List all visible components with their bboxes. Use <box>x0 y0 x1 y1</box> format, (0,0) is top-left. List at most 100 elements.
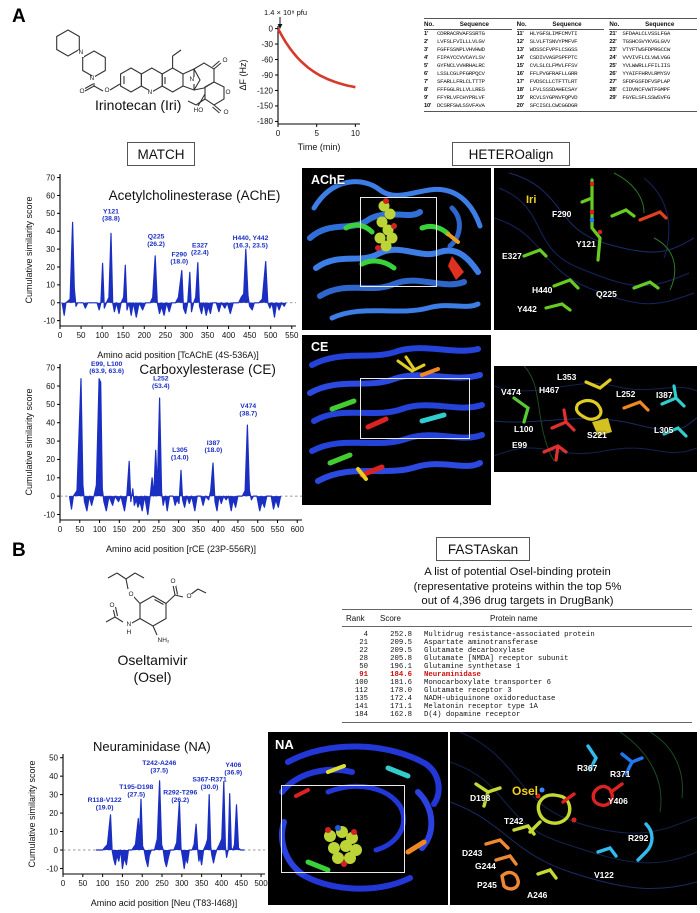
protein-list-title-line: out of 4,396 drug targets in DrugBank) <box>421 595 614 607</box>
svg-text:E99, L100: E99, L100 <box>91 361 123 368</box>
svg-text:L305: L305 <box>172 447 188 454</box>
protein-list-title-line: (representative proteins within the top … <box>413 580 622 593</box>
sequence-row: 17' FVDSCLLCTFTTLRT <box>517 78 605 86</box>
sequence-row: 20' SFCISCLCWCGGDGR <box>517 102 605 110</box>
overlay-label: F290 <box>552 209 572 219</box>
sequence-row: 4' FIPAYCCVVCAYLSV <box>424 54 512 62</box>
overlay-label: I387 <box>656 390 673 400</box>
svg-text:Neuraminidase (NA): Neuraminidase (NA) <box>93 739 211 754</box>
svg-text:T242-A246: T242-A246 <box>142 760 176 767</box>
table-row: 4 252.8 Multidrug resistance-associated pr… <box>342 631 692 639</box>
svg-text:-10: -10 <box>46 864 58 873</box>
atom-label: O <box>222 57 229 65</box>
overlay-label: Y121 <box>576 239 596 249</box>
svg-text:600: 600 <box>291 525 305 534</box>
sequence-number: 19' <box>516 94 524 101</box>
drug-target-table-body: 4 252.8 Multidrug resistance-associated pr… <box>342 628 692 721</box>
sequence-row: 1' CDRRACRVAFSSRTG <box>424 30 512 38</box>
ce-binding-site-image: V474 L353 H467 L252 I387 L100 S221 L305 E99 <box>494 366 697 472</box>
table-row-highlighted: 91 184.6 Neuraminidase <box>342 671 692 679</box>
sequence-value: CIDVNCFVWTFGMPF <box>622 85 671 93</box>
score-cell: 162.8 <box>390 710 412 719</box>
svg-text:10: 10 <box>46 281 55 290</box>
sequence-value: FIPAYCCVVCAYLSV <box>437 53 485 61</box>
protein-name-cell: Multidrug resistance-associated protein <box>424 630 595 639</box>
svg-text:60: 60 <box>46 191 55 200</box>
svg-text:0: 0 <box>54 846 59 855</box>
svg-text:R118-V122: R118-V122 <box>88 797 122 804</box>
overlay-label: L100 <box>514 424 534 434</box>
sequence-number: 1' <box>424 30 429 37</box>
svg-text:0: 0 <box>58 331 63 340</box>
svg-text:200: 200 <box>136 879 150 888</box>
svg-text:100: 100 <box>96 879 110 888</box>
irinotecan-structure: N N O O N N O O O HO <box>38 14 243 146</box>
table-row: 141 171.1 Melatonin receptor type 1A <box>342 703 692 711</box>
sequence-number: 27' <box>609 78 617 85</box>
overlay-label: Q225 <box>596 289 617 299</box>
sequence-value: VTYFTWSFDPRGCCW <box>622 45 671 53</box>
table-row: 112 178.0 Glutamate receptor 3 <box>342 687 692 695</box>
atom-label: N <box>147 89 153 97</box>
sequence-value: FFFGGLRLLVLLRES <box>437 85 485 93</box>
sequence-number: 21' <box>609 30 617 37</box>
overlay-label: G244 <box>475 861 496 871</box>
score-cell: 181.6 <box>390 678 412 687</box>
atom-label: N <box>126 621 132 629</box>
overlay-label: H467 <box>539 385 560 395</box>
svg-text:70: 70 <box>46 363 55 372</box>
sequence-value: WDSSCFVPFLCSGSS <box>529 45 578 53</box>
svg-text:200: 200 <box>138 331 152 340</box>
svg-text:400: 400 <box>222 331 236 340</box>
atom-label: N <box>89 75 95 83</box>
svg-text:-120: -120 <box>257 86 274 95</box>
sequence-number: 8' <box>424 86 429 93</box>
rank-cell: 4 <box>363 630 368 639</box>
sequence-number: 23' <box>609 46 617 53</box>
sequence-number: 2' <box>424 38 429 45</box>
sequence-row: 25' YVLWWRLLFFILIIS <box>609 62 697 70</box>
svg-text:20: 20 <box>46 455 55 464</box>
rank-cell: 22 <box>359 646 368 655</box>
oseltamivir-caption-line2: (Osel) <box>133 669 172 685</box>
overlay-label: V122 <box>594 870 614 880</box>
table-row: 100 181.6 Monocarboxylate transporter 6 <box>342 679 692 687</box>
sequence-row: 10' DCSRFSWLSSVFAVA <box>424 102 512 110</box>
score-cell: 172.4 <box>390 694 412 703</box>
protein-name-cell: Melatonin receptor type 1A <box>424 702 538 711</box>
svg-text:250: 250 <box>159 331 173 340</box>
sequence-row: 14' CSDIVVASPSPFPTC <box>517 54 605 62</box>
sequence-row: 18' LFVLSSSDAHECSAY <box>517 86 605 94</box>
svg-text:(36.9): (36.9) <box>224 769 242 776</box>
sequence-value: TGSHCGVYKVGLGVV <box>622 37 671 45</box>
svg-text:F290: F290 <box>172 251 188 258</box>
protein-name-cell: Aspartate aminotransferase <box>424 638 538 647</box>
protein-name-header: Protein name <box>490 613 538 623</box>
match-method-label: MATCH <box>127 142 195 166</box>
svg-text:1.4 × 10⁸ pfu: 1.4 × 10⁸ pfu <box>264 8 307 17</box>
svg-text:(26.2): (26.2) <box>171 797 189 804</box>
svg-text:0: 0 <box>276 129 281 138</box>
svg-text:Y121: Y121 <box>103 208 119 215</box>
sequence-number: 10' <box>424 102 432 109</box>
svg-text:300: 300 <box>180 331 194 340</box>
sequence-number: 18' <box>516 86 524 93</box>
table-row: 22 209.5 Glutamate decarboxylase <box>342 647 692 655</box>
sequence-row: 19' RCVLSYGPNVFQPVD <box>517 94 605 102</box>
overlay-label: V474 <box>501 387 521 397</box>
svg-text:(26.2): (26.2) <box>147 241 165 248</box>
svg-text:50: 50 <box>46 209 55 218</box>
atom-label: O <box>128 591 135 599</box>
sequence-value: SFDAALCLVSSLFGA <box>622 29 671 37</box>
sequence-number: 28' <box>609 86 617 93</box>
rank-cell: 28 <box>359 654 368 663</box>
protein-list-title-line: A list of potential Osel-binding protein <box>424 566 611 578</box>
ache-zoom-region-box <box>360 197 437 287</box>
sequence-value: DCSRFSWLSSVFAVA <box>437 101 485 109</box>
svg-text:500: 500 <box>251 525 265 534</box>
overlay-label: L252 <box>616 389 636 399</box>
sequence-row: 12' SLVLFTSNVYPMFVF <box>517 38 605 46</box>
sequence-number: 7' <box>424 78 429 85</box>
svg-text:(38.7): (38.7) <box>239 410 257 417</box>
sequence-value: CVLSLCLFMVLFFSV <box>529 61 578 69</box>
